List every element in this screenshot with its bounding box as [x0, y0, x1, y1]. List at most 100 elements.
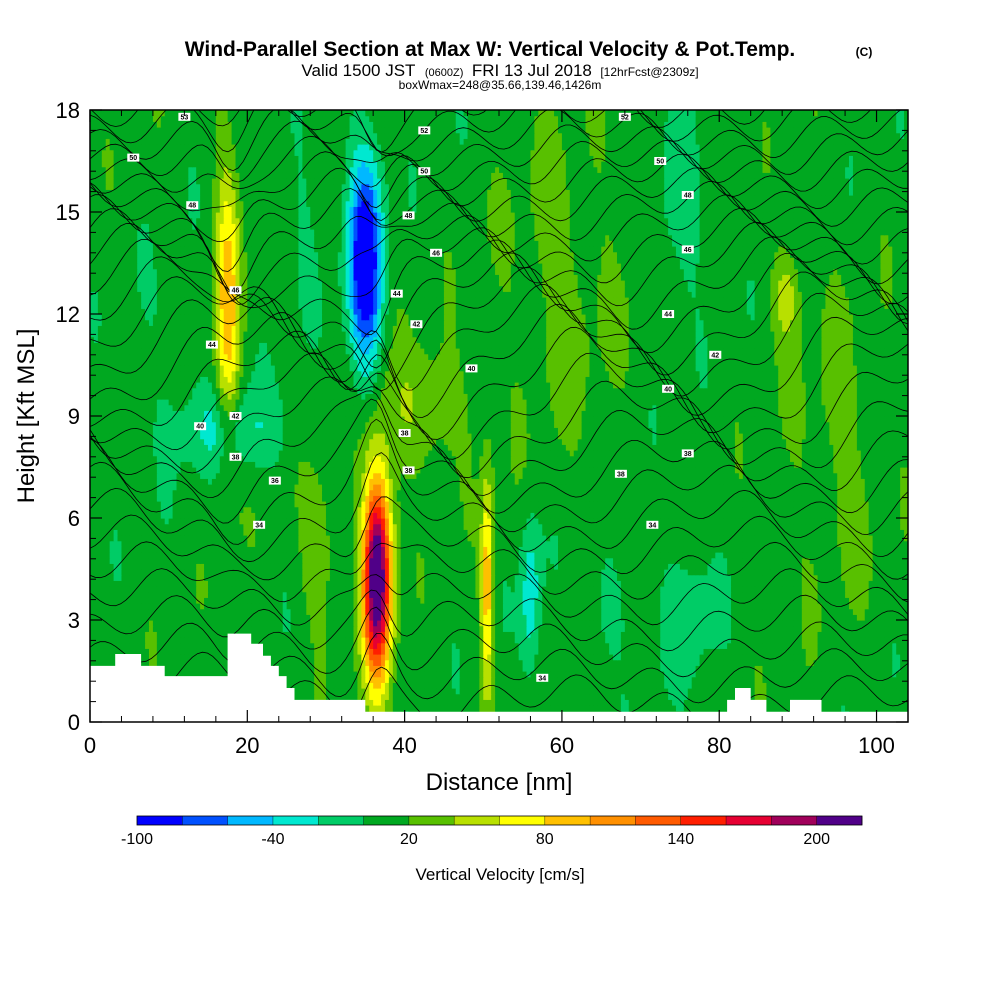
velocity-cell	[684, 597, 689, 603]
velocity-cell	[641, 694, 646, 700]
velocity-cell	[302, 597, 307, 603]
velocity-cell	[141, 660, 146, 666]
velocity-cell	[680, 682, 685, 688]
velocity-cell	[125, 609, 130, 615]
velocity-cell	[479, 626, 484, 632]
velocity-cell	[184, 597, 189, 603]
velocity-cell	[125, 620, 130, 626]
velocity-cell	[829, 699, 834, 705]
velocity-cell	[550, 705, 555, 711]
velocity-cell	[464, 626, 469, 632]
velocity-cell	[896, 586, 901, 592]
velocity-cell	[613, 637, 618, 643]
velocity-cell	[507, 654, 512, 660]
velocity-cell	[877, 677, 882, 683]
velocity-cell	[617, 597, 622, 603]
velocity-cell	[778, 620, 783, 626]
velocity-cell	[759, 597, 764, 603]
velocity-cell	[200, 620, 205, 626]
velocity-cell	[468, 665, 473, 671]
velocity-cell	[291, 603, 296, 609]
velocity-cell	[412, 677, 417, 683]
velocity-cell	[232, 603, 237, 609]
velocity-cell	[444, 660, 449, 666]
velocity-cell	[759, 677, 764, 683]
vertical-velocity-field	[90, 110, 909, 723]
velocity-cell	[892, 626, 897, 632]
velocity-cell	[849, 699, 854, 705]
velocity-cell	[157, 609, 162, 615]
velocity-cell	[456, 637, 461, 643]
velocity-cell	[507, 597, 512, 603]
velocity-cell	[342, 586, 347, 592]
velocity-cell	[503, 620, 508, 626]
velocity-cell	[114, 609, 119, 615]
velocity-cell	[169, 654, 174, 660]
velocity-cell	[192, 648, 197, 654]
velocity-cell	[676, 660, 681, 666]
velocity-cell	[660, 592, 665, 598]
velocity-cell	[597, 665, 602, 671]
velocity-cell	[291, 631, 296, 637]
velocity-cell	[652, 620, 657, 626]
velocity-cell	[735, 626, 740, 632]
velocity-cell	[330, 682, 335, 688]
velocity-cell	[869, 665, 874, 671]
velocity-cell	[212, 597, 217, 603]
velocity-cell	[534, 660, 539, 666]
velocity-cell	[586, 682, 591, 688]
velocity-cell	[436, 631, 441, 637]
velocity-cell	[802, 682, 807, 688]
velocity-cell	[825, 614, 830, 620]
velocity-cell	[637, 654, 642, 660]
velocity-cell	[361, 665, 366, 671]
velocity-cell	[794, 643, 799, 649]
velocity-cell	[448, 665, 453, 671]
velocity-cell	[617, 643, 622, 649]
velocity-cell	[558, 677, 563, 683]
velocity-cell	[523, 586, 528, 592]
velocity-cell	[794, 660, 799, 666]
velocity-cell	[342, 637, 347, 643]
velocity-cell	[680, 654, 685, 660]
velocity-cell	[385, 586, 390, 592]
velocity-cell	[279, 648, 284, 654]
velocity-cell	[857, 654, 862, 660]
velocity-cell	[711, 688, 716, 694]
velocity-cell	[511, 637, 516, 643]
velocity-cell	[357, 677, 362, 683]
velocity-cell	[420, 699, 425, 705]
velocity-cell	[542, 705, 547, 711]
velocity-cell	[546, 614, 551, 620]
velocity-cell	[444, 614, 449, 620]
velocity-cell	[495, 643, 500, 649]
velocity-cell	[94, 626, 99, 632]
velocity-cell	[204, 660, 209, 666]
velocity-cell	[814, 665, 819, 671]
velocity-cell	[208, 643, 213, 649]
velocity-cell	[696, 609, 701, 615]
velocity-cell	[747, 654, 752, 660]
velocity-cell	[94, 609, 99, 615]
velocity-cell	[381, 643, 386, 649]
velocity-cell	[373, 648, 378, 654]
velocity-cell	[680, 620, 685, 626]
velocity-cell	[755, 597, 760, 603]
velocity-cell	[759, 660, 764, 666]
velocity-cell	[519, 614, 524, 620]
velocity-cell	[153, 637, 158, 643]
velocity-cell	[621, 654, 626, 660]
velocity-cell	[361, 609, 366, 615]
velocity-cell	[546, 665, 551, 671]
velocity-cell	[129, 626, 134, 632]
vertical-velocity-cross-section-chart: Wind-Parallel Section at Max W: Vertical…	[0, 0, 1000, 1000]
velocity-cell	[723, 603, 728, 609]
velocity-cell	[141, 637, 146, 643]
velocity-cell	[515, 665, 520, 671]
velocity-cell	[523, 682, 528, 688]
velocity-cell	[735, 654, 740, 660]
velocity-cell	[527, 643, 532, 649]
velocity-cell	[353, 597, 358, 603]
velocity-cell	[460, 626, 465, 632]
velocity-cell	[295, 660, 300, 666]
